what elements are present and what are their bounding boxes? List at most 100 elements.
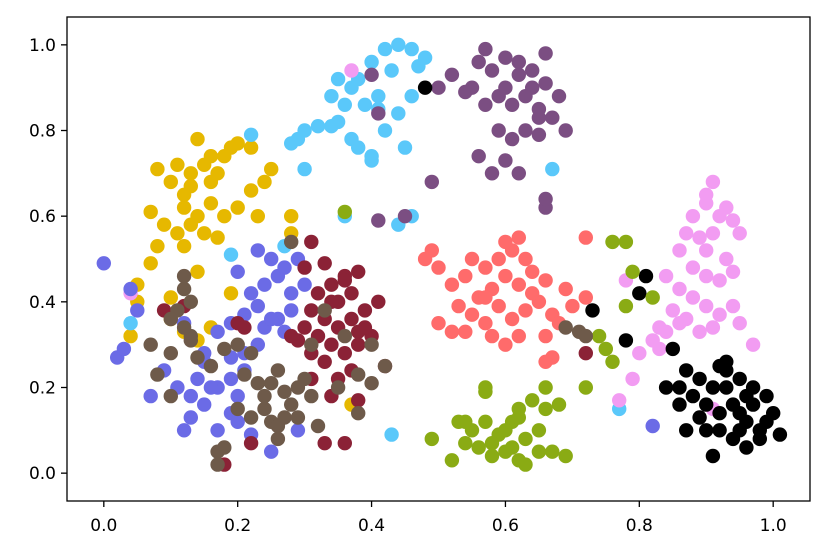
x-tick-label-5: 1.0 (760, 516, 787, 536)
data-point-0-41 (250, 209, 265, 224)
data-point-7-0 (96, 256, 112, 271)
data-point-4-9 (719, 200, 734, 215)
data-point-3-29 (458, 324, 473, 339)
data-point-4-29 (705, 320, 721, 335)
data-point-8-26 (337, 273, 352, 288)
data-point-2-31 (424, 174, 439, 190)
data-point-4-20 (712, 307, 727, 322)
data-point-0-25 (197, 226, 212, 241)
data-point-0-16 (217, 209, 232, 224)
x-tick-label-2: 0.4 (358, 516, 385, 536)
data-point-8-12 (324, 337, 339, 352)
data-point-0-21 (143, 204, 158, 220)
data-point-1-11 (357, 97, 373, 113)
data-point-9-5 (203, 358, 219, 374)
data-point-9-40 (351, 367, 366, 382)
data-point-6-32 (618, 298, 634, 314)
data-point-6-18 (525, 393, 540, 408)
data-point-6-26 (484, 436, 500, 451)
data-point-1-26 (324, 89, 339, 104)
data-point-9-4 (190, 350, 205, 365)
data-point-8-17 (344, 311, 359, 327)
data-point-9-51 (270, 418, 286, 434)
data-point-4-22 (665, 303, 680, 318)
data-point-3-40 (478, 316, 493, 331)
data-point-2-28 (458, 84, 473, 100)
data-point-0-23 (170, 226, 185, 241)
series-3 (417, 230, 593, 369)
data-point-8-9 (310, 286, 326, 301)
data-point-0-29 (150, 239, 165, 254)
data-point-7-19 (210, 324, 225, 339)
data-point-5-31 (638, 268, 654, 284)
data-point-6-6 (531, 423, 547, 438)
data-point-9-31 (183, 294, 198, 309)
data-point-6-35 (591, 328, 607, 344)
y-axis: 0.0 0.2 0.4 0.6 0.8 1.0 (29, 36, 67, 484)
data-point-7-30 (297, 277, 312, 292)
data-point-3-7 (525, 264, 540, 279)
data-point-4-21 (725, 298, 741, 314)
x-tick-label-3: 0.6 (492, 516, 519, 536)
data-point-7-27 (264, 251, 279, 267)
data-point-3-12 (444, 277, 460, 292)
data-point-8-4 (357, 303, 373, 318)
data-point-7-46 (264, 311, 279, 327)
data-point-8-42 (351, 324, 366, 339)
data-point-9-36 (284, 234, 299, 250)
data-point-8-33 (317, 436, 332, 451)
data-point-8-10 (297, 320, 312, 335)
data-point-2-5 (538, 46, 553, 61)
data-point-5-37 (732, 423, 747, 438)
data-point-1-17 (404, 89, 419, 104)
data-point-3-25 (538, 328, 553, 344)
data-point-3-35 (578, 290, 593, 305)
data-point-7-40 (290, 423, 306, 438)
data-point-2-2 (498, 50, 513, 65)
data-point-5-24 (719, 380, 734, 395)
data-point-2-37 (478, 41, 493, 57)
data-point-4-34 (625, 371, 640, 387)
data-point-9-42 (351, 406, 366, 421)
data-point-5-35 (585, 303, 600, 318)
data-point-3-11 (458, 268, 473, 284)
data-point-9-34 (163, 311, 178, 327)
data-point-6-27 (458, 414, 473, 429)
data-point-6-11 (471, 440, 486, 455)
data-point-7-37 (203, 380, 219, 395)
data-point-3-31 (431, 316, 446, 331)
data-point-9-26 (217, 440, 232, 455)
data-point-5-0 (679, 363, 694, 378)
data-point-0-11 (150, 161, 165, 177)
data-point-1-39 (411, 59, 426, 74)
data-point-0-37 (223, 286, 239, 301)
data-point-5-20 (752, 431, 767, 447)
data-point-4-8 (705, 174, 721, 190)
data-point-7-35 (284, 303, 299, 318)
data-point-2-18 (511, 166, 526, 181)
data-point-6-17 (511, 401, 526, 417)
data-point-1-18 (397, 140, 413, 155)
data-point-9-21 (270, 431, 286, 447)
data-point-4-37 (344, 63, 359, 78)
data-point-9-0 (143, 337, 158, 352)
data-point-1-20 (310, 119, 326, 134)
data-point-4-32 (632, 346, 647, 361)
series-2 (364, 41, 573, 228)
data-point-4-31 (745, 337, 761, 352)
data-point-1-6 (391, 37, 406, 52)
data-point-9-1 (150, 367, 165, 382)
data-point-5-15 (658, 380, 674, 395)
data-point-1-37 (364, 153, 379, 168)
data-point-6-37 (337, 204, 352, 220)
data-point-0-44 (203, 149, 219, 164)
data-point-6-7 (545, 444, 560, 459)
data-point-4-6 (679, 226, 694, 241)
data-point-7-1 (123, 281, 138, 297)
data-point-2-32 (397, 209, 413, 224)
data-point-5-1 (692, 371, 707, 387)
data-point-8-41 (578, 346, 593, 361)
data-point-4-35 (612, 393, 627, 408)
data-point-5-9 (712, 406, 727, 421)
data-point-4-3 (725, 213, 741, 228)
